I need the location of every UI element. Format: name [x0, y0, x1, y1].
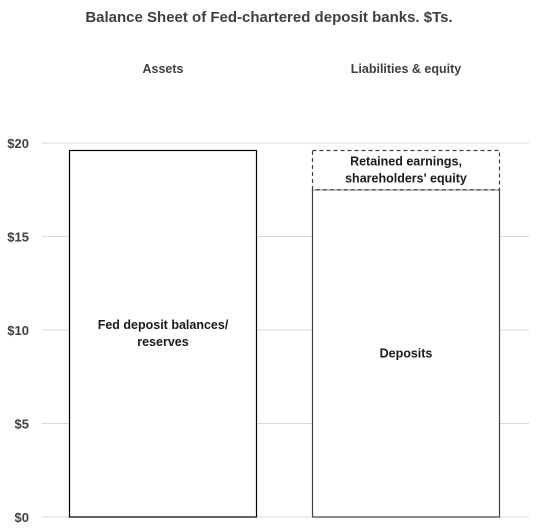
- y-axis-ticks: $0 $5 $10 $15 $20: [7, 136, 29, 525]
- bar-label: shareholders' equity: [345, 172, 467, 186]
- y-tick-label: $10: [7, 323, 29, 338]
- bar-label: Deposits: [380, 346, 433, 360]
- bar-segment: [68, 149, 258, 518]
- y-tick-label: $0: [15, 510, 29, 525]
- bar-label: Fed deposit balances/: [98, 318, 229, 332]
- bar-label: Retained earnings,: [350, 155, 462, 169]
- category-label-liabilities-equity: Liabilities & equity: [351, 62, 461, 76]
- bars: Fed deposit balances/reserves Deposits Ret…: [68, 149, 501, 518]
- bar-segment: [311, 189, 501, 518]
- y-tick-label: $15: [7, 230, 29, 245]
- chart-title: Balance Sheet of Fed-chartered deposit b…: [85, 9, 452, 26]
- bar-segment: [311, 149, 501, 191]
- category-label-assets: Assets: [143, 62, 184, 76]
- y-tick-label: $20: [7, 136, 29, 151]
- y-tick-label: $5: [15, 417, 29, 432]
- bar-label: reserves: [137, 335, 188, 349]
